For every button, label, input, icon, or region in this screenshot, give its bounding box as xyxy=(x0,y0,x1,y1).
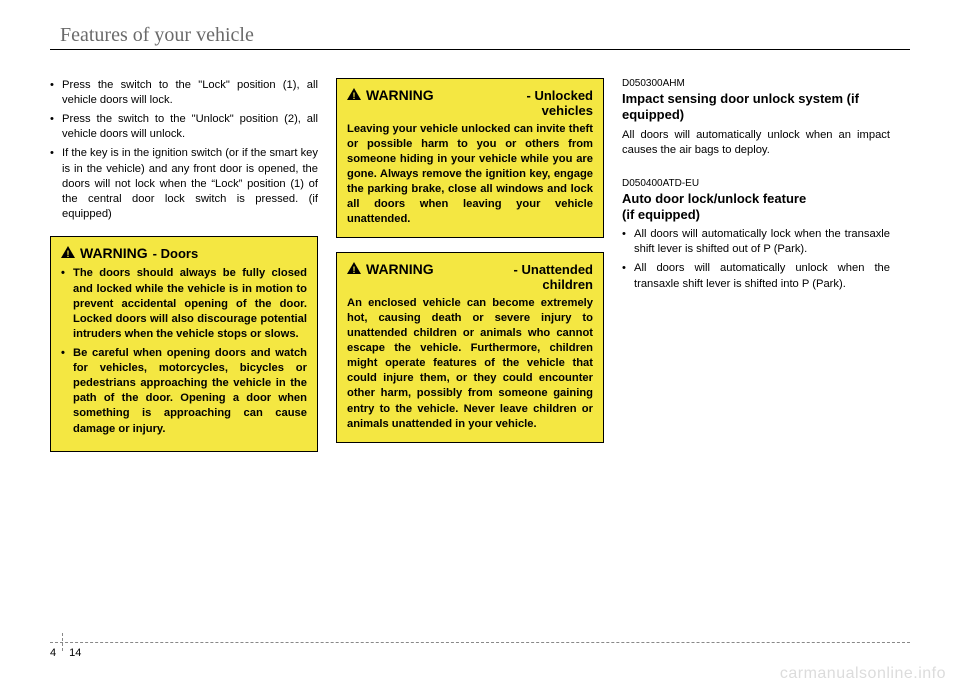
page-title: Features of your vehicle xyxy=(60,24,910,47)
list-item: All doors will automatically unlock when… xyxy=(622,261,890,291)
list-item: All doors will automatically lock when t… xyxy=(622,227,890,257)
column-1: Press the switch to the "Lock" position … xyxy=(50,78,318,452)
manual-page: Features of your vehicle Press the switc… xyxy=(0,0,960,689)
warning-subtitle-line2: children xyxy=(347,277,593,292)
page-footer: 4 14 xyxy=(50,642,910,659)
warning-header: ! WARNING - Doors xyxy=(61,245,307,263)
warning-label: WARNING xyxy=(80,245,148,263)
warning-label: WARNING xyxy=(366,261,434,279)
warning-unattended-children: ! WARNING - Unattended children An enclo… xyxy=(336,252,604,442)
watermark: carmanualsonline.info xyxy=(780,665,946,683)
header-rule xyxy=(50,49,910,50)
section-body: All doors will automatically unlock when… xyxy=(622,128,890,158)
column-2: ! WARNING - Unlocked vehicles Leaving yo… xyxy=(336,78,604,452)
list-item: Be careful when opening doors and watch … xyxy=(61,346,307,437)
footer-rule xyxy=(50,642,910,643)
svg-text:!: ! xyxy=(353,265,356,274)
list-item: Press the switch to the "Lock" position … xyxy=(50,78,318,108)
auto-lock-list: All doors will automatically lock when t… xyxy=(622,227,890,291)
chapter-number: 4 xyxy=(50,647,56,659)
section-heading: Impact sensing door unlock system (if eq… xyxy=(622,91,890,124)
content-columns: Press the switch to the "Lock" position … xyxy=(50,78,910,452)
list-item: The doors should always be fully closed … xyxy=(61,266,307,342)
warning-triangle-icon: ! xyxy=(347,88,361,100)
section-2: D050400ATD-EU Auto door lock/unlock feat… xyxy=(622,178,890,292)
warning-label: WARNING xyxy=(366,87,434,105)
list-item: Press the switch to the "Unlock" positio… xyxy=(50,112,318,142)
section-heading-line1: Auto door lock/unlock feature xyxy=(622,191,890,207)
warning-body: Leaving your vehicle unlocked can invite… xyxy=(347,122,593,228)
section-heading-line2: (if equipped) xyxy=(622,207,890,223)
warning-triangle-icon: ! xyxy=(61,246,75,258)
warning-triangle-icon: ! xyxy=(347,262,361,274)
warning-body: An enclosed vehicle can become extremely… xyxy=(347,296,593,432)
column-3: D050300AHM Impact sensing door unlock sy… xyxy=(622,78,890,452)
svg-text:!: ! xyxy=(353,91,356,100)
lock-switch-list: Press the switch to the "Lock" position … xyxy=(50,78,318,222)
warning-body-list: The doors should always be fully closed … xyxy=(61,266,307,436)
warning-subtitle-line2: vehicles xyxy=(347,103,593,118)
warning-subtitle: - Unlocked xyxy=(527,88,593,104)
section-code: D050300AHM xyxy=(622,78,890,89)
warning-doors: ! WARNING - Doors The doors should alway… xyxy=(50,236,318,452)
list-item: If the key is in the ignition switch (or… xyxy=(50,146,318,222)
svg-text:!: ! xyxy=(67,249,70,258)
warning-unlocked-vehicles: ! WARNING - Unlocked vehicles Leaving yo… xyxy=(336,78,604,238)
warning-subtitle: - Doors xyxy=(153,246,199,262)
section-code: D050400ATD-EU xyxy=(622,178,890,189)
footer-numbers: 4 14 xyxy=(50,647,910,659)
page-number: 14 xyxy=(69,647,81,659)
footer-separator xyxy=(62,633,63,651)
